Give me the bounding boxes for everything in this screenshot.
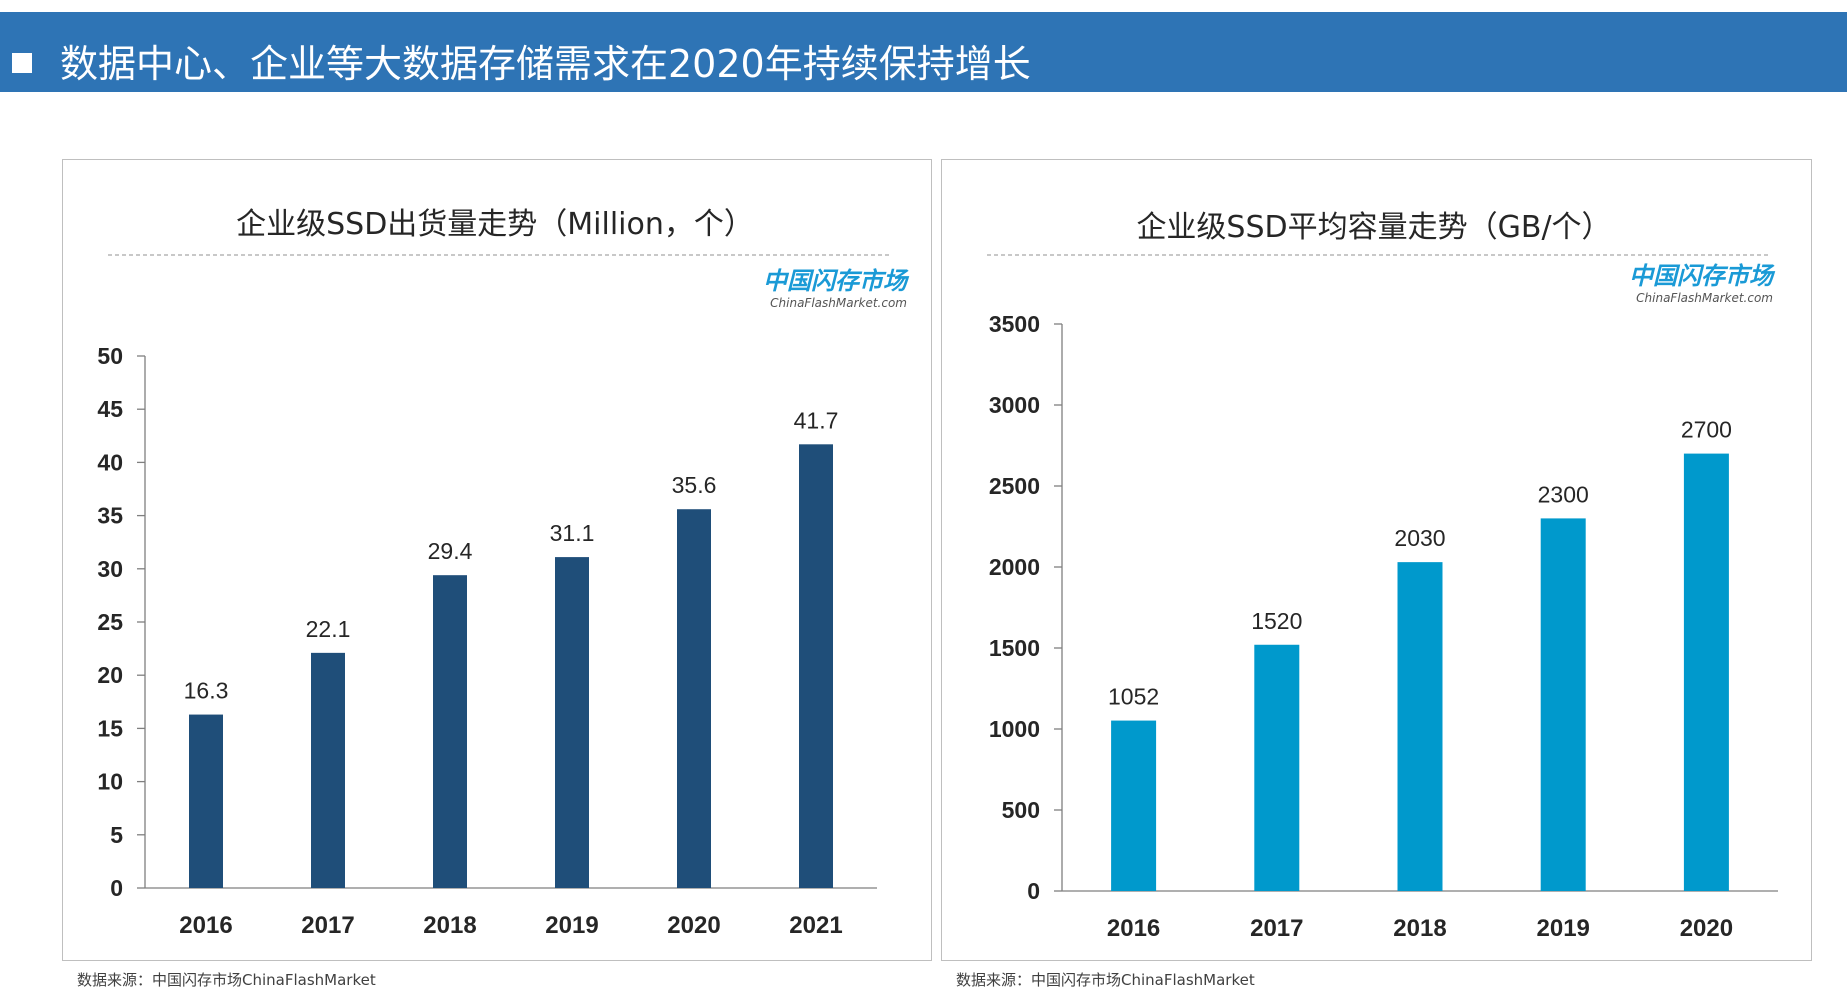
capacity-x-tick-label: 2019 [1537, 915, 1590, 942]
shipment-y-tick-label: 5 [110, 822, 123, 848]
shipment-data-label: 41.7 [794, 407, 839, 433]
shipment-data-label: 31.1 [550, 520, 595, 546]
shipment-y-tick-label: 35 [97, 503, 123, 529]
capacity-y-tick-label: 2000 [989, 554, 1040, 580]
capacity-chart-title: 企业级SSD平均容量走势（GB/个） [1136, 210, 1611, 245]
shipment-y-tick-label: 25 [97, 609, 123, 635]
shipment-data-label: 22.1 [306, 616, 351, 642]
capacity-y-tick-label: 3500 [989, 311, 1040, 337]
capacity-y-tick-label: 1000 [989, 716, 1040, 742]
shipment-y-tick-label: 50 [97, 343, 123, 369]
capacity-x-tick-label: 2020 [1680, 915, 1733, 942]
capacity-x-tick-label: 2018 [1393, 915, 1446, 942]
capacity-bar [1111, 720, 1157, 891]
shipment-x-tick-label: 2021 [789, 912, 842, 939]
capacity-y-tick-label: 2500 [989, 473, 1040, 499]
capacity-x-tick-label: 2016 [1107, 915, 1160, 942]
shipment-watermark-logo: 中国闪存市场 [763, 267, 910, 295]
shipment-y-tick-label: 10 [97, 769, 123, 795]
shipment-y-tick-label: 40 [97, 449, 123, 475]
capacity-data-label: 1520 [1251, 608, 1302, 634]
shipment-bar [677, 509, 711, 888]
capacity-y-tick-label: 500 [1002, 797, 1040, 823]
capacity-x-tick-label: 2017 [1250, 915, 1303, 942]
capacity-data-label: 2700 [1681, 417, 1732, 443]
capacity-data-label: 2030 [1394, 525, 1445, 551]
shipment-y-tick-label: 15 [97, 715, 123, 741]
shipment-y-tick-label: 0 [110, 875, 123, 901]
capacity-bar [1540, 518, 1586, 891]
capacity-y-tick-label: 1500 [989, 635, 1040, 661]
shipment-bar [799, 444, 833, 888]
capacity-bar [1683, 453, 1729, 891]
capacity-watermark-url: ChinaFlashMarket.com [1636, 291, 1773, 305]
shipment-y-tick-label: 20 [97, 662, 123, 688]
shipment-chart-panel: 企业级SSD出货量走势（Million，个） 中国闪存市场 ChinaFlashMa… [62, 159, 932, 961]
shipment-x-tick-label: 2020 [667, 912, 720, 939]
capacity-chart: 企业级SSD平均容量走势（GB/个） 中国闪存市场ChinaFlashMarket… [987, 210, 1778, 942]
capacity-bar [1254, 644, 1300, 891]
capacity-watermark-logo: 中国闪存市场 [1629, 262, 1776, 290]
capacity-y-tick-label: 0 [1027, 878, 1040, 904]
shipment-x-tick-label: 2016 [179, 912, 232, 939]
shipment-watermark-url: ChinaFlashMarket.com [770, 296, 907, 310]
capacity-data-label: 1052 [1108, 684, 1159, 710]
shipment-x-tick-label: 2019 [545, 912, 598, 939]
page-title: 数据中心、企业等大数据存储需求在2020年持续保持增长 [60, 42, 1031, 86]
capacity-data-label: 2300 [1538, 481, 1589, 507]
shipment-bar [189, 714, 223, 888]
shipment-data-label: 29.4 [428, 538, 473, 564]
shipment-chart-title: 企业级SSD出货量走势（Million，个） [236, 207, 754, 242]
shipment-bar [433, 575, 467, 888]
shipment-bar [311, 652, 345, 888]
capacity-bar [1397, 562, 1443, 891]
shipment-y-tick-label: 30 [97, 556, 123, 582]
square-bullet-icon [12, 53, 32, 73]
shipment-x-tick-label: 2018 [423, 912, 476, 939]
shipment-data-label: 35.6 [672, 472, 717, 498]
shipment-data-label: 16.3 [184, 678, 229, 704]
shipment-x-tick-label: 2017 [301, 912, 354, 939]
shipment-y-tick-label: 45 [97, 396, 123, 422]
header-bar: 数据中心、企业等大数据存储需求在2020年持续保持增长 [0, 12, 1847, 92]
capacity-y-tick-label: 3000 [989, 392, 1040, 418]
capacity-chart-panel: 企业级SSD平均容量走势（GB/个） 中国闪存市场 ChinaFlashMarket… [941, 159, 1812, 961]
shipment-chart: 企业级SSD出货量走势（Million，个） 中国闪存市场ChinaFlashMa… [97, 207, 910, 939]
data-source-note-right: 数据来源：中国闪存市场ChinaFlashMarket [956, 971, 1255, 989]
shipment-bar [555, 557, 589, 888]
data-source-note-left: 数据来源：中国闪存市场ChinaFlashMarket [77, 971, 376, 989]
